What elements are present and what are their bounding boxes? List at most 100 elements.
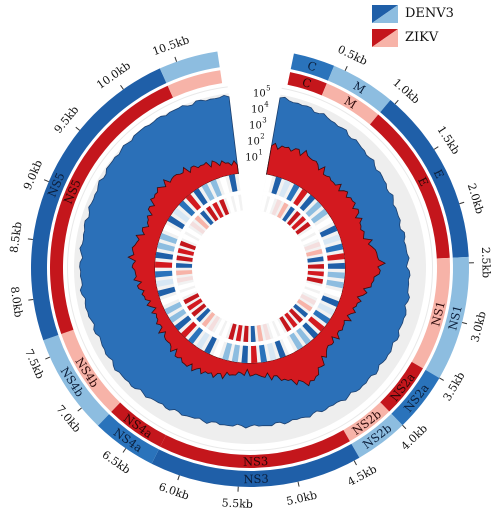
variant-block <box>183 293 200 305</box>
zikv-gene-label: C <box>301 75 314 91</box>
variant-block <box>322 234 341 245</box>
variant-block <box>307 270 324 277</box>
variant-block <box>169 308 187 323</box>
zikv-gene-segment <box>321 83 379 125</box>
legend-item-zikv: ZIKV <box>372 28 496 48</box>
position-tick-label: 9.5kb <box>52 103 82 135</box>
variant-block <box>259 344 268 363</box>
variant-block <box>306 276 324 284</box>
position-tick-label: 10.5kb <box>151 33 191 58</box>
inner-variant-rings <box>154 173 346 364</box>
variant-block <box>282 336 295 355</box>
coverage-tick-exponent: 2 <box>260 133 264 141</box>
variant-block <box>276 202 289 219</box>
denv3-gene-segment <box>43 334 110 426</box>
position-tick-label: 5.5kb <box>221 496 253 511</box>
variant-block <box>196 307 211 323</box>
coverage-tick-exponent: 3 <box>262 117 266 125</box>
variant-block <box>228 323 237 341</box>
denv3-gene-segment <box>30 68 167 341</box>
variant-block <box>319 225 338 238</box>
zikv-gene-label: NS1 <box>428 300 448 328</box>
variant-block <box>302 322 319 339</box>
variant-block <box>159 233 178 244</box>
variant-block <box>317 302 336 316</box>
zikv-gene-segment <box>167 70 223 98</box>
variant-block <box>313 309 331 324</box>
variant-block <box>222 342 233 361</box>
variant-block <box>293 303 309 318</box>
variant-block <box>302 288 320 299</box>
variant-block <box>262 323 271 341</box>
variant-block <box>226 196 235 214</box>
variant-block <box>207 315 221 332</box>
variant-block <box>176 276 194 283</box>
variant-block <box>291 216 306 231</box>
coverage-tick-label: 10 <box>253 88 266 99</box>
variant-block <box>268 321 278 339</box>
variant-block <box>191 303 207 317</box>
denv3-gene-segment <box>97 414 159 464</box>
denv3-gene-segment <box>151 443 360 487</box>
tick-mark <box>394 99 399 105</box>
denv3-gene-segment <box>391 369 440 426</box>
legend-item-denv3: DENV3 <box>372 4 496 24</box>
position-tick-label: 5.0kb <box>285 489 318 509</box>
variant-block <box>179 240 197 251</box>
variant-block <box>251 345 258 363</box>
coverage-tick-label: 10 <box>249 121 262 132</box>
variant-block <box>176 263 193 268</box>
variant-block <box>186 298 203 311</box>
variant-block <box>266 342 277 361</box>
coverage-tick-exponent: 1 <box>258 149 262 157</box>
variant-block <box>160 294 179 306</box>
tick-mark <box>402 424 407 430</box>
position-tick-label: 9.0kb <box>21 158 45 192</box>
variant-block <box>155 251 174 260</box>
variant-block <box>194 215 210 230</box>
denv3-gene-segment <box>290 53 335 81</box>
variant-block <box>298 228 315 240</box>
position-tick-label: 3.0kb <box>468 310 488 343</box>
variant-block <box>155 270 173 278</box>
variant-block <box>256 325 264 342</box>
variant-block <box>296 327 311 345</box>
position-tick-label: 3.5kb <box>441 370 468 404</box>
tick-mark <box>120 84 124 90</box>
variant-block <box>163 224 181 237</box>
variant-block <box>306 248 323 257</box>
zikv-gene-segment <box>369 114 450 259</box>
tick-mark <box>77 407 82 412</box>
variant-block <box>279 316 292 332</box>
variant-block <box>305 201 322 217</box>
legend-label-denv3: DENV3 <box>405 6 454 21</box>
variant-block <box>178 200 196 217</box>
tick-mark <box>75 126 80 131</box>
tick-mark <box>344 65 348 71</box>
denv3-gene-label: C <box>306 58 319 74</box>
tick-mark <box>122 448 127 453</box>
variant-block <box>310 208 328 224</box>
variant-block <box>177 247 195 256</box>
variant-block <box>189 221 206 235</box>
variant-block <box>200 210 214 226</box>
variant-block <box>188 327 204 344</box>
coverage-tick-exponent: 5 <box>266 84 270 92</box>
position-tick-label: 8.0kb <box>8 286 25 319</box>
variant-block <box>180 287 197 298</box>
tick-mark <box>461 321 468 325</box>
zikv-gene-segment <box>160 429 350 469</box>
variant-block <box>299 194 316 212</box>
position-tick-label: 8.5kb <box>8 221 25 254</box>
tick-mark <box>28 298 34 301</box>
variant-block <box>241 345 248 363</box>
variant-block <box>155 261 173 268</box>
variant-block <box>271 176 282 195</box>
position-tick-label: 1.5kb <box>434 124 462 157</box>
denv3-gene-label: NS3 <box>243 472 269 487</box>
variant-block <box>212 202 224 219</box>
zikv-gene-segment <box>49 85 174 335</box>
tick-mark <box>459 201 465 205</box>
